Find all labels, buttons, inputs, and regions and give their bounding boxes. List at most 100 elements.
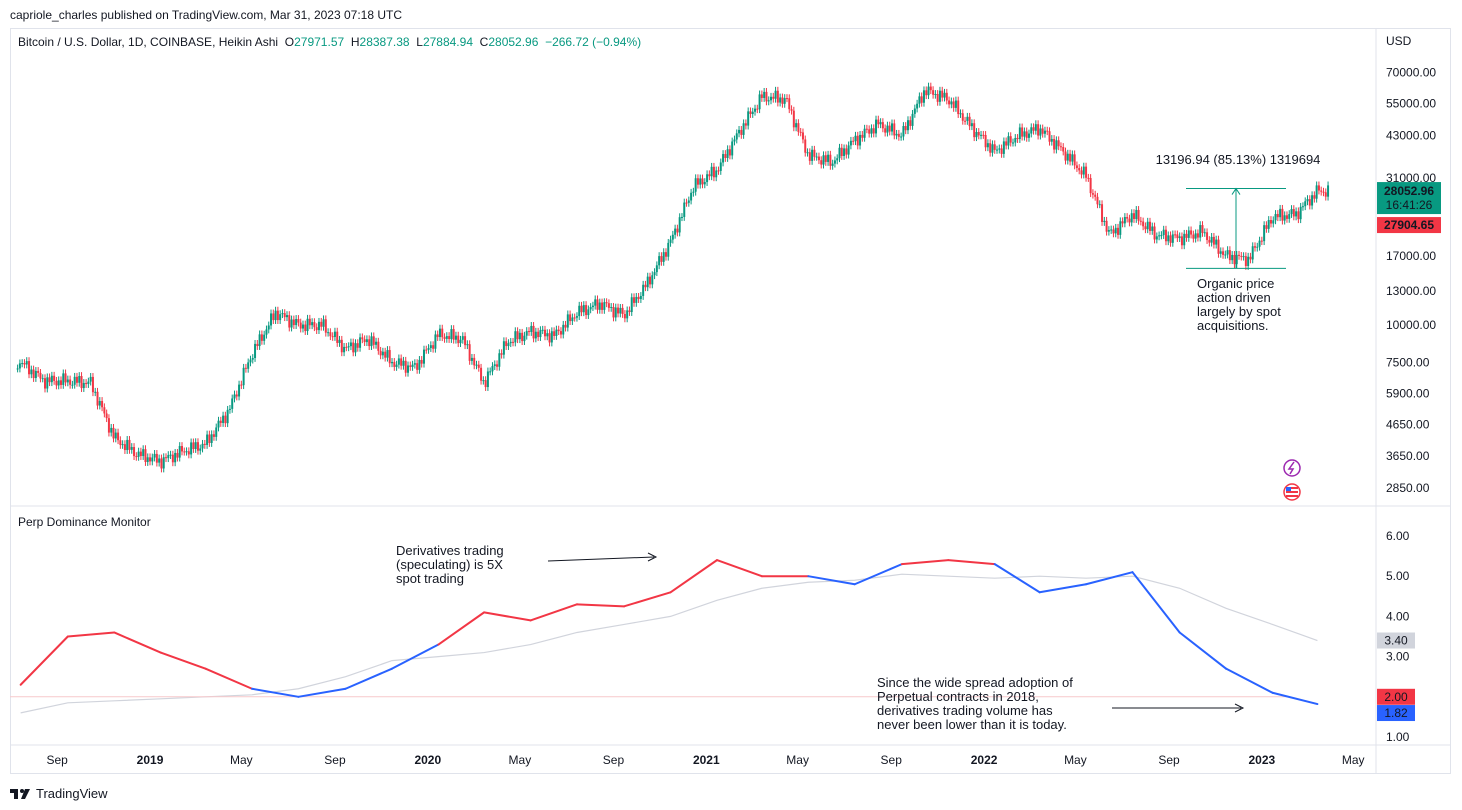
price-candle [1203, 232, 1206, 234]
price-candle [674, 228, 677, 235]
price-candle [1027, 133, 1030, 138]
osc-perp-segment [575, 603, 626, 608]
price-candle [1265, 225, 1268, 229]
price-candle [575, 316, 578, 318]
osc-perp-segment [113, 631, 162, 654]
price-candle [496, 364, 499, 367]
price-candle [498, 353, 501, 367]
price-candle [1087, 177, 1090, 179]
last-price-value: 28052.96 [1384, 184, 1434, 198]
price-candle [1030, 127, 1033, 134]
price-candle [548, 333, 551, 343]
price-candle [607, 303, 610, 308]
price-candle [306, 318, 309, 332]
price-candle [411, 364, 414, 367]
price-candle [938, 90, 941, 102]
organic-note-line: largely by spot [1197, 304, 1281, 319]
price-candle [1057, 140, 1060, 147]
price-candle [41, 378, 44, 380]
price-candle [797, 123, 800, 132]
price-candle [133, 447, 136, 457]
ohlc-high: H28387.38 [350, 35, 410, 49]
price-candle [292, 319, 295, 326]
price-candle [242, 367, 245, 386]
price-candle [286, 315, 289, 318]
price-candle [144, 449, 147, 463]
price-candle [361, 337, 364, 340]
price-candle [537, 331, 540, 338]
price-candle [258, 334, 261, 347]
price-candle [671, 234, 674, 240]
price-candle [1187, 230, 1190, 238]
price-candle [895, 133, 898, 136]
price-candle [295, 318, 298, 326]
price-candle [991, 144, 994, 153]
osc-perp-segment [66, 631, 116, 638]
price-candle [1322, 191, 1325, 193]
price-candle [957, 100, 960, 115]
price-candle [710, 166, 713, 177]
price-candle [103, 407, 106, 414]
price-candle [975, 131, 978, 138]
price-candle [649, 276, 652, 285]
price-candle [920, 96, 923, 103]
price-candle [617, 307, 620, 314]
price-candle [605, 302, 608, 304]
price-candle [105, 413, 108, 419]
price-candle [1148, 221, 1151, 231]
osc-perp-segment [947, 559, 996, 566]
osc-perp-segment [344, 667, 394, 690]
price-candle [879, 122, 882, 125]
price-candle [1279, 208, 1282, 218]
price-candle [680, 216, 683, 218]
osc-perp-segment [1271, 691, 1319, 706]
osc-perp-segment [250, 687, 300, 698]
price-candle [53, 375, 56, 381]
price-candle [1217, 239, 1220, 254]
price-candle [1160, 235, 1163, 237]
price-candle [1043, 130, 1046, 134]
price-candle [1066, 153, 1069, 161]
price-candle [550, 331, 553, 343]
price-candle [936, 93, 939, 102]
price-axis-tick: 7500.00 [1386, 355, 1430, 369]
price-candle [1135, 209, 1138, 219]
price-candle [1002, 141, 1005, 154]
price-candle [1306, 199, 1309, 202]
price-candle [409, 365, 412, 367]
price-candle [952, 101, 955, 108]
price-candle [1053, 138, 1056, 150]
price-axis-tick: 17000.00 [1386, 249, 1436, 263]
price-candle [1176, 234, 1179, 239]
price-candle [155, 453, 158, 463]
price-candle [578, 305, 581, 317]
deriv-note-line: Derivatives trading [396, 543, 504, 558]
price-candle [1256, 246, 1259, 248]
price-candle [790, 109, 793, 111]
price-candle [190, 442, 193, 455]
price-candle [1292, 209, 1295, 217]
price-candle [1018, 127, 1021, 140]
osc-ma-value: 3.40 [1384, 634, 1408, 648]
price-candle [811, 149, 814, 161]
price-candle [1190, 230, 1193, 235]
since-note-line: Since the wide spread adoption of [877, 675, 1073, 690]
price-candle [475, 364, 478, 366]
price-candle [44, 378, 47, 389]
price-axis-tick: 5900.00 [1386, 387, 1430, 401]
price-candle [564, 324, 567, 328]
price-candle [1254, 246, 1257, 248]
price-candle [881, 122, 884, 129]
price-candle [717, 170, 720, 172]
price-candle [404, 360, 407, 373]
price-candle [1320, 190, 1323, 192]
price-candle [833, 160, 836, 164]
osc-perp-segment [715, 559, 763, 578]
price-candle [1105, 220, 1108, 232]
price-candle [1212, 236, 1215, 245]
price-candle [1199, 225, 1202, 238]
price-candle [224, 415, 227, 424]
price-candle [418, 359, 421, 370]
price-candle [1219, 251, 1222, 254]
